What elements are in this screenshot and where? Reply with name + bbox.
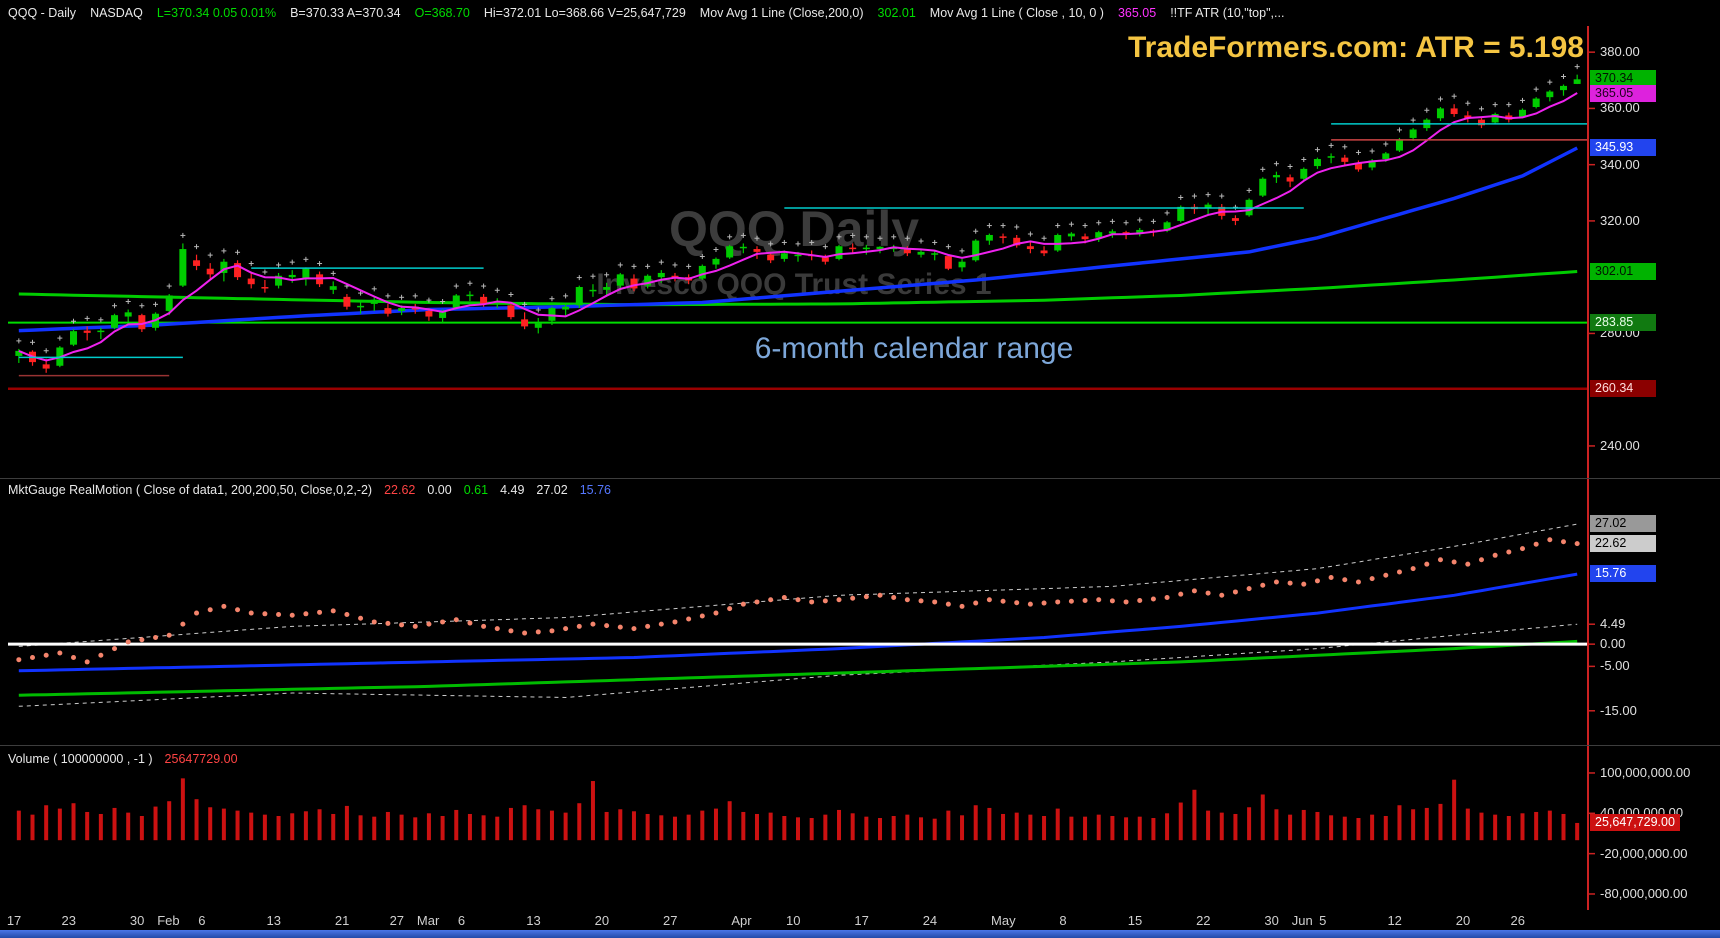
price-badge: 365.05: [1590, 85, 1656, 103]
indicator-axis-label: -5.00: [1600, 658, 1630, 674]
ma10-indicator-label: Mov Avg 1 Line ( Close , 10, 0 ): [929, 6, 1104, 20]
time-axis-label: 27: [662, 913, 678, 928]
exchange-label: NASDAQ: [90, 6, 143, 20]
bid-ask: B=370.33 A=370.34: [290, 6, 401, 20]
time-axis-label: 10: [786, 913, 801, 928]
ma200-indicator-label: Mov Avg 1 Line (Close,200,0): [699, 6, 864, 20]
realmotion-value-green: 0.61: [463, 483, 489, 497]
realmotion-header: MktGauge RealMotion ( Close of data1, 20…: [8, 483, 611, 497]
price-axis-label: 360.00: [1600, 100, 1640, 116]
indicator-axis-label: 4.49: [1600, 616, 1626, 632]
ticker-bar: QQQ - Daily NASDAQ L=370.34 0.05 0.01% B…: [0, 0, 1720, 26]
time-axis-label: 6: [457, 913, 466, 928]
time-axis-label: 13: [266, 913, 282, 928]
indicator-axis-label: -15.00: [1600, 702, 1637, 718]
time-axis-label: Jun: [1291, 913, 1313, 928]
volume-axis-label: -20,000,000.00: [1600, 845, 1688, 861]
time-axis-label: 30: [129, 913, 145, 928]
time-axis-label: 30: [1264, 913, 1279, 928]
volume-axis-label: -80,000,000.00: [1600, 885, 1688, 901]
time-axis-label: 20: [1455, 913, 1471, 928]
time-axis-label: Mar: [416, 913, 440, 928]
time-axis-label: 21: [334, 913, 350, 928]
realmotion-value-blue: 15.76: [579, 483, 611, 497]
ma200-indicator-value: 302.01: [877, 6, 916, 20]
open-price: O=368.70: [414, 6, 470, 20]
session-stats: Hi=372.01 Lo=368.66 V=25,647,729: [483, 6, 686, 20]
time-axis-label: Feb: [157, 913, 180, 928]
time-axis-label: 15: [1127, 913, 1143, 928]
atr-indicator-label: !!TF ATR (10,"top",...: [1170, 6, 1285, 20]
indicator-axis-label: 0.00: [1600, 636, 1626, 652]
last-quote: L=370.34 0.05 0.01%: [156, 6, 277, 20]
time-axis-label: Apr: [731, 913, 752, 928]
time-axis-label: 22: [1196, 913, 1211, 928]
realmotion-value-env-high: 27.02: [536, 483, 568, 497]
price-axis-label: 340.00: [1600, 156, 1640, 172]
realmotion-label: MktGauge RealMotion ( Close of data1, 20…: [8, 483, 373, 497]
panel-divider[interactable]: [0, 745, 1720, 746]
volume-badge: 25,647,729.00: [1590, 813, 1680, 831]
volume-label: Volume ( 100000000 , -1 ): [8, 752, 153, 766]
symbol-title: QQQ - Daily: [8, 6, 77, 20]
time-axis-label: 27: [389, 913, 405, 928]
realmotion-value-main: 22.62: [384, 483, 416, 497]
volume-axis-label: 100,000,000.00: [1600, 764, 1691, 780]
price-badge: 302.01: [1590, 262, 1656, 280]
time-axis[interactable]: 17 23 30 Feb 6 13 21 27 Mar 6 13 20 27 Apr 10 17 24 May 8 1…: [0, 910, 1720, 930]
time-axis-label: 6: [198, 913, 206, 928]
indicator-badge: 22.62: [1590, 534, 1656, 552]
volume-header: Volume ( 100000000 , -1 ) 25647729.00: [8, 752, 238, 766]
time-axis-label: 26: [1510, 913, 1525, 928]
indicator-badge: 27.02: [1590, 515, 1656, 533]
price-axis-label: 320.00: [1600, 212, 1640, 228]
price-badge: 345.93: [1590, 138, 1656, 156]
calendar-range-annotation: 6-month calendar range: [754, 332, 1074, 365]
panel-divider[interactable]: [0, 478, 1720, 479]
time-axis-label: 12: [1387, 913, 1402, 928]
indicator-badge: 15.76: [1590, 565, 1656, 583]
time-axis-label: 20: [594, 913, 610, 928]
time-axis-label: 17: [6, 913, 22, 928]
time-axis-label: 23: [61, 913, 76, 928]
price-badge: 283.85: [1590, 313, 1656, 331]
realmotion-value-env-low: 4.49: [500, 483, 525, 497]
time-axis-label: 17: [854, 913, 869, 928]
time-axis-label: 13: [526, 913, 541, 928]
time-axis-label: 8: [1059, 913, 1067, 928]
price-axis-label: 240.00: [1600, 437, 1640, 453]
ma10-indicator-value: 365.05: [1117, 6, 1157, 20]
realmotion-value-zero: 0.00: [427, 483, 452, 497]
price-badge: 370.34: [1590, 70, 1656, 88]
tradeformers-atr-title: TradeFormers.com: ATR = 5.198: [1127, 31, 1584, 64]
price-badge: 260.34: [1590, 379, 1656, 397]
time-axis-label: May: [991, 913, 1016, 928]
time-axis-label: 24: [922, 913, 938, 928]
time-axis-label: 5: [1319, 913, 1327, 928]
taskbar: [0, 930, 1720, 938]
volume-value: 25647729.00: [164, 752, 238, 766]
price-axis-label: 380.00: [1600, 44, 1640, 60]
